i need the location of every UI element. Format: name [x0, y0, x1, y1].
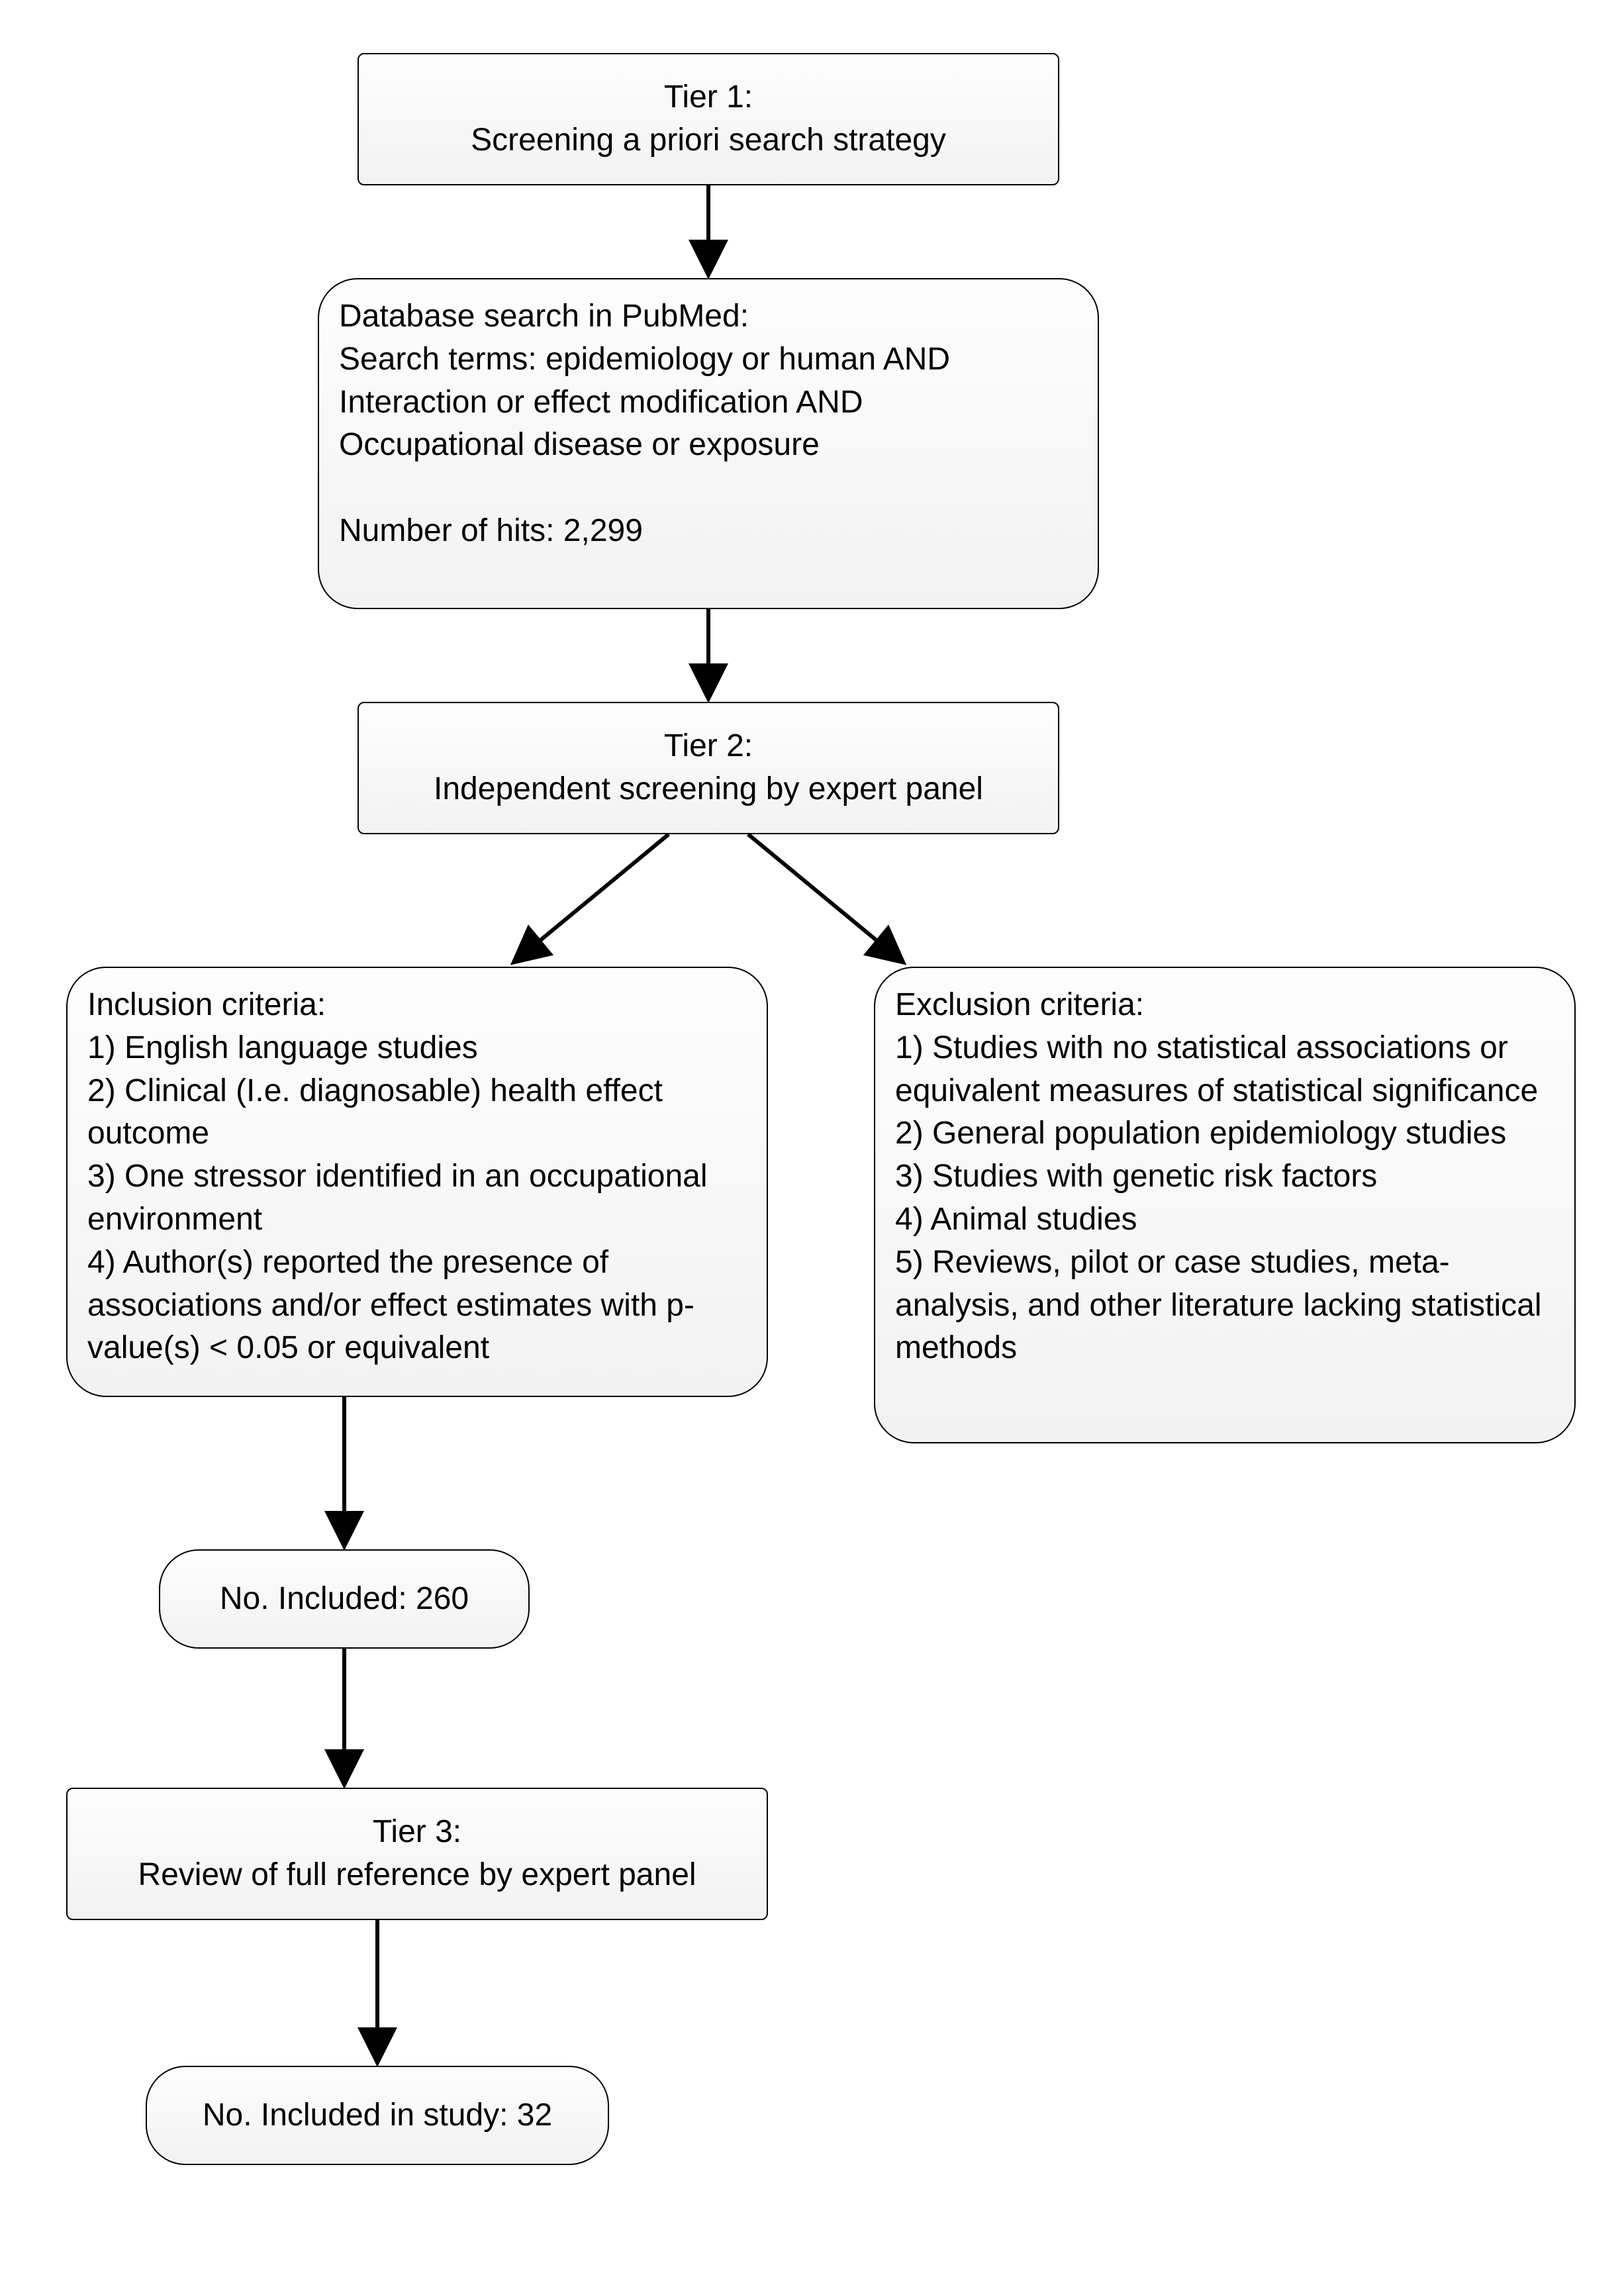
- node-exclusion-line: 1) Studies with no statistical associati…: [895, 1027, 1554, 1113]
- edge-tier2-to-inclusion: [516, 834, 669, 960]
- node-exclusion-line: 2) General population epidemiology studi…: [895, 1112, 1554, 1155]
- node-included260: No. Included: 260: [159, 1549, 530, 1649]
- node-database-line: [339, 467, 1078, 510]
- node-tier2: Tier 2:Independent screening by expert p…: [358, 702, 1059, 834]
- node-inclusion-line: Inclusion criteria:: [87, 984, 747, 1027]
- node-tier2-line: Independent screening by expert panel: [434, 768, 983, 811]
- node-included32-line: No. Included in study: 32: [203, 2094, 552, 2137]
- edge-tier2-to-exclusion: [748, 834, 900, 960]
- node-database-line: Interaction or effect modification AND: [339, 381, 1078, 424]
- node-tier1-line: Screening a priori search strategy: [471, 119, 946, 162]
- node-tier1: Tier 1:Screening a priori search strateg…: [358, 53, 1059, 185]
- node-exclusion-line: 5) Reviews, pilot or case studies, meta-…: [895, 1241, 1554, 1370]
- node-exclusion-line: Exclusion criteria:: [895, 984, 1554, 1027]
- node-tier2-line: Tier 2:: [664, 725, 753, 768]
- node-included260-line: No. Included: 260: [220, 1578, 469, 1621]
- node-database-line: Number of hits: 2,299: [339, 510, 1078, 553]
- node-database-line: Database search in PubMed:: [339, 295, 1078, 338]
- node-exclusion-line: 4) Animal studies: [895, 1198, 1554, 1241]
- node-inclusion-line: 3) One stressor identified in an occupat…: [87, 1155, 747, 1241]
- node-inclusion: Inclusion criteria:1) English language s…: [66, 967, 768, 1397]
- node-tier3: Tier 3:Review of full reference by exper…: [66, 1788, 768, 1920]
- node-exclusion-line: 3) Studies with genetic risk factors: [895, 1155, 1554, 1198]
- node-database-line: Search terms: epidemiology or human AND: [339, 338, 1078, 381]
- node-inclusion-line: 1) English language studies: [87, 1027, 747, 1070]
- node-database-line: Occupational disease or exposure: [339, 424, 1078, 467]
- node-tier3-line: Tier 3:: [373, 1811, 461, 1854]
- node-inclusion-line: 4) Author(s) reported the presence of as…: [87, 1241, 747, 1370]
- node-inclusion-line: 2) Clinical (I.e. diagnosable) health ef…: [87, 1070, 747, 1156]
- flowchart-canvas: Tier 1:Screening a priori search strateg…: [26, 26, 1624, 2249]
- node-exclusion: Exclusion criteria:1) Studies with no st…: [874, 967, 1576, 1443]
- node-database: Database search in PubMed:Search terms: …: [318, 278, 1099, 609]
- node-tier1-line: Tier 1:: [664, 76, 753, 119]
- node-tier3-line: Review of full reference by expert panel: [138, 1854, 696, 1897]
- node-included32: No. Included in study: 32: [146, 2066, 609, 2165]
